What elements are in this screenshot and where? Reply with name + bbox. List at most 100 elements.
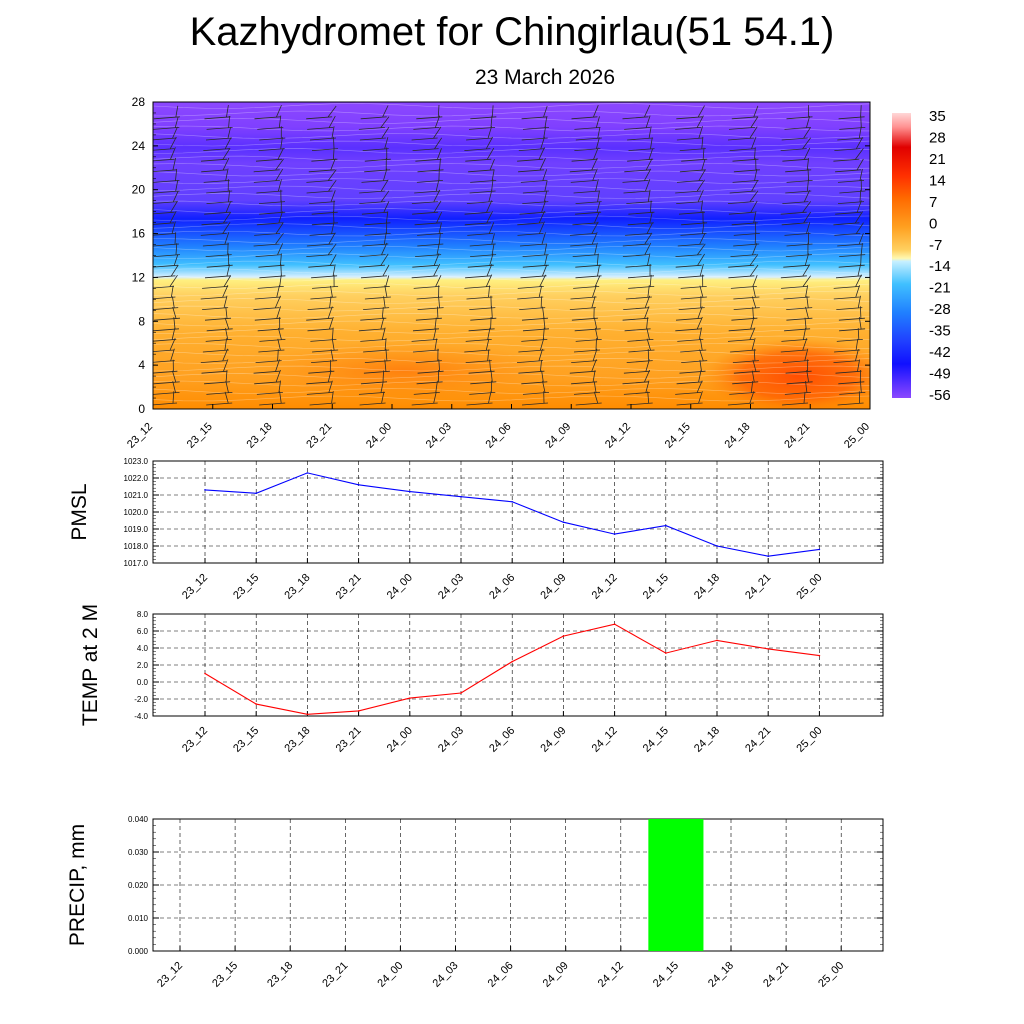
wind-barb [414, 179, 441, 194]
x-tick-label: 24_15 [651, 960, 681, 990]
wind-barb [728, 264, 759, 279]
contour-line [153, 380, 870, 387]
wind-barb [781, 275, 812, 289]
wind-barb [517, 221, 545, 236]
wind-barb [838, 253, 865, 268]
wind-barb [416, 285, 443, 300]
data-point [665, 652, 667, 654]
wind-barb [362, 232, 389, 247]
wind-barb [730, 274, 758, 289]
wind-barb [569, 359, 597, 374]
y-tick-label: 0.020 [128, 881, 149, 890]
wind-barb [200, 147, 231, 162]
contour-line [153, 253, 870, 259]
wind-barb [519, 296, 546, 310]
wind-barb [306, 370, 333, 385]
wind-barb [202, 338, 229, 353]
wind-barb [202, 295, 229, 310]
data-point [357, 484, 360, 486]
wind-barb [153, 285, 176, 300]
x-tick-label: 24_18 [692, 572, 722, 602]
y-axis-label: PMSL [68, 483, 91, 540]
data-point [613, 533, 616, 535]
wind-barb [622, 104, 651, 120]
wind-barb [359, 242, 388, 257]
wind-barb [258, 137, 285, 151]
wind-barb [628, 338, 655, 353]
wind-barb [676, 169, 706, 183]
wind-barb [573, 381, 601, 395]
wind-barb [311, 136, 339, 151]
wind-barb [259, 327, 286, 342]
wind-barb [254, 285, 281, 300]
wind-barb [623, 359, 650, 374]
wind-barb [833, 274, 862, 289]
x-tick-label: 23_12 [155, 960, 185, 990]
wind-barb [415, 148, 442, 162]
wind-barb [416, 104, 443, 120]
wind-barb [570, 168, 598, 183]
wind-barb [675, 380, 703, 395]
wind-barb [521, 126, 548, 141]
wind-barb [676, 189, 704, 204]
wind-barb [780, 338, 808, 353]
wind-barb [575, 201, 602, 215]
wind-barb [466, 189, 493, 204]
wind-barb [464, 211, 493, 226]
x-tick-label: 24_06 [487, 572, 517, 602]
wind-barb [833, 285, 860, 300]
contour-line [153, 373, 870, 379]
wind-barb [306, 243, 337, 257]
warm-contour [253, 340, 554, 401]
data-point [665, 524, 667, 527]
x-tick-label: 24_15 [641, 572, 671, 602]
wind-barb [728, 316, 755, 332]
x-tick-label: 23_21 [320, 960, 350, 990]
x-tick-label: 24_03 [431, 960, 461, 990]
wind-barb [413, 115, 441, 130]
wind-barb [729, 136, 757, 151]
x-tick-label: 24_06 [487, 725, 517, 755]
y-axis-label: TEMP at 2 M [79, 604, 102, 726]
wind-barb [628, 200, 655, 215]
wind-barb [575, 391, 602, 406]
wind-barb [727, 327, 756, 342]
wind-barb [675, 243, 706, 257]
wind-barb [733, 158, 760, 173]
wind-barb [307, 296, 334, 310]
wind-barb [204, 306, 232, 321]
data-point [716, 545, 718, 547]
wind-barb [679, 158, 706, 173]
wind-barb [363, 296, 390, 310]
wind-barb [520, 264, 548, 279]
colorbar-label: -49 [929, 366, 951, 383]
x-tick-label: 24_00 [385, 572, 415, 602]
wind-barb [786, 168, 813, 183]
data-point [562, 635, 565, 637]
wind-barb [522, 190, 549, 204]
y-tick-label: -4.0 [134, 712, 148, 721]
wind-barb [838, 105, 865, 120]
wind-barb [153, 168, 180, 183]
colorbar-label: 28 [929, 129, 946, 146]
wind-barb [310, 327, 337, 342]
wind-barb [575, 264, 602, 279]
wind-barb [622, 242, 652, 257]
colorbar-label: 35 [929, 108, 946, 125]
wind-barb [255, 148, 284, 162]
contour-line [153, 193, 870, 199]
wind-barb [359, 179, 389, 194]
wind-barb [573, 275, 601, 289]
wind-barb [411, 328, 438, 342]
x-tick-label: 23_18 [245, 421, 275, 451]
wind-barb [153, 157, 178, 173]
wind-barb [677, 232, 706, 247]
contour-line [153, 200, 870, 207]
wind-barb [153, 105, 180, 120]
wind-barb [676, 370, 703, 385]
wind-barb [467, 222, 495, 236]
wind-barb [522, 243, 549, 257]
wind-barb [728, 200, 758, 215]
wind-barb [308, 254, 337, 268]
wind-barb [311, 349, 338, 363]
